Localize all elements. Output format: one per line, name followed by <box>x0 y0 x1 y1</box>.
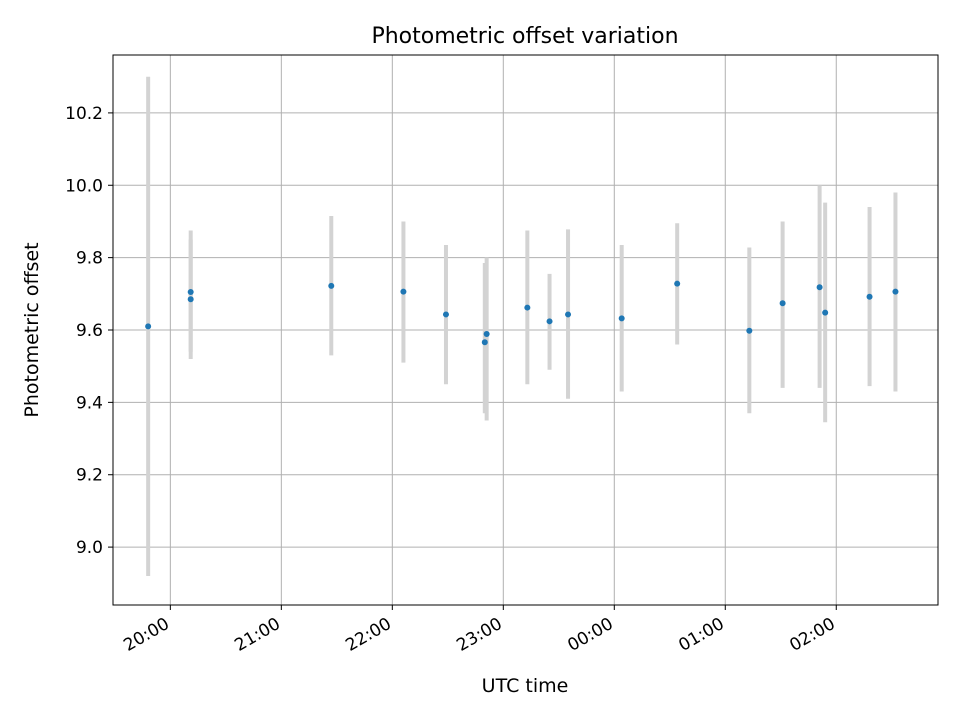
data-point <box>779 300 786 307</box>
data-point <box>442 311 449 318</box>
data-point <box>483 330 490 337</box>
data-point <box>481 339 488 346</box>
y-tick-label: 9.6 <box>76 321 103 341</box>
data-point <box>328 282 335 289</box>
y-tick-label: 9.2 <box>76 466 103 486</box>
x-tick-label: 00:00 <box>564 614 616 656</box>
y-tick-label: 9.4 <box>76 393 103 413</box>
x-tick-label: 21:00 <box>231 614 283 656</box>
x-axis-label: UTC time <box>482 675 569 697</box>
y-tick-label: 9.8 <box>76 249 103 269</box>
data-point <box>546 318 553 325</box>
data-point <box>816 284 823 291</box>
y-tick-label: 10.0 <box>65 176 103 196</box>
data-point <box>822 309 829 316</box>
x-tick-label: 23:00 <box>453 614 505 656</box>
data-point <box>892 288 899 295</box>
x-tick-label: 01:00 <box>675 614 727 656</box>
data-point <box>145 323 152 330</box>
data-point <box>866 293 873 300</box>
y-axis-ticks: 9.0 9.2 9.4 9.6 9.8 10.0 10.2 <box>65 104 113 558</box>
data-point <box>524 304 531 311</box>
x-tick-label: 22:00 <box>342 614 394 656</box>
x-axis-ticks: 20:00 21:00 22:00 23:00 00:00 01:00 02:00 <box>120 605 839 656</box>
y-axis-label: Photometric offset <box>21 242 43 417</box>
y-tick-label: 10.2 <box>65 104 103 124</box>
data-point <box>187 296 194 303</box>
data-points <box>145 280 899 346</box>
x-tick-label: 20:00 <box>120 614 172 656</box>
data-point <box>746 327 753 334</box>
x-tick-label: 02:00 <box>786 614 838 656</box>
data-point <box>674 280 681 287</box>
data-point <box>187 289 194 296</box>
chart-title: Photometric offset variation <box>371 24 678 49</box>
data-point <box>618 315 625 322</box>
data-point <box>565 311 572 318</box>
y-tick-label: 9.0 <box>76 538 103 558</box>
data-point <box>400 288 407 295</box>
